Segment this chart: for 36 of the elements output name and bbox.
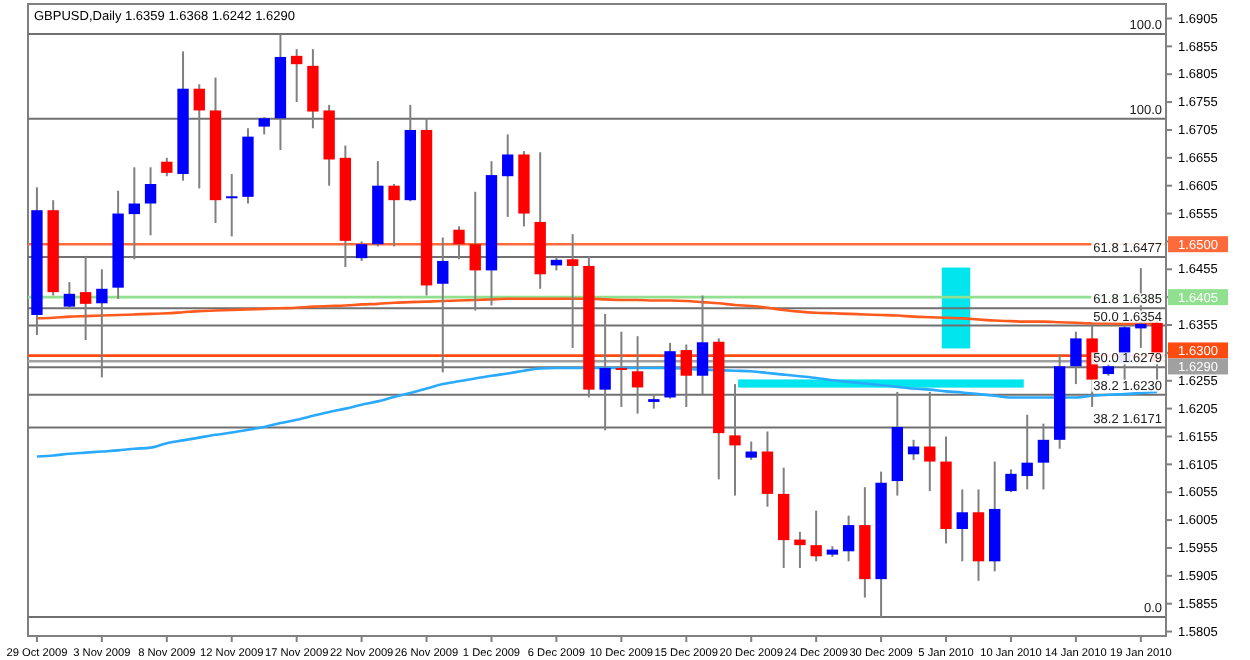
candlestick [437, 236, 449, 374]
candlestick [729, 383, 741, 497]
candlestick [1005, 468, 1017, 494]
candlestick [761, 430, 774, 508]
candlestick [144, 166, 157, 237]
candlestick [664, 341, 676, 400]
candlestick [924, 390, 936, 493]
candlestick [307, 48, 319, 130]
candlestick [290, 48, 303, 104]
candlestick [226, 172, 238, 238]
candlestick [778, 466, 790, 570]
candlestick [63, 281, 76, 310]
candlestick [842, 514, 855, 563]
candlestick [956, 488, 968, 563]
candlestick [79, 254, 92, 342]
candlestick [128, 166, 141, 261]
candlestick [1021, 413, 1033, 491]
candlestick [388, 183, 400, 248]
candlestick [469, 190, 481, 312]
candlestick [680, 343, 692, 408]
candlestick [502, 133, 514, 218]
candlestick [745, 440, 757, 461]
candlestick [193, 83, 205, 190]
candlestick [96, 268, 108, 379]
candlestick [1070, 330, 1082, 386]
candlestick [794, 530, 806, 570]
candlestick [696, 294, 709, 396]
candlestick [1037, 422, 1050, 491]
candlestick [161, 156, 173, 178]
candlestick [631, 335, 644, 415]
candlestick [453, 225, 465, 261]
candlestick [615, 330, 628, 408]
candlestick [566, 233, 579, 349]
candlestick [599, 312, 611, 432]
candlestick [810, 509, 822, 563]
candlestick [355, 240, 368, 262]
